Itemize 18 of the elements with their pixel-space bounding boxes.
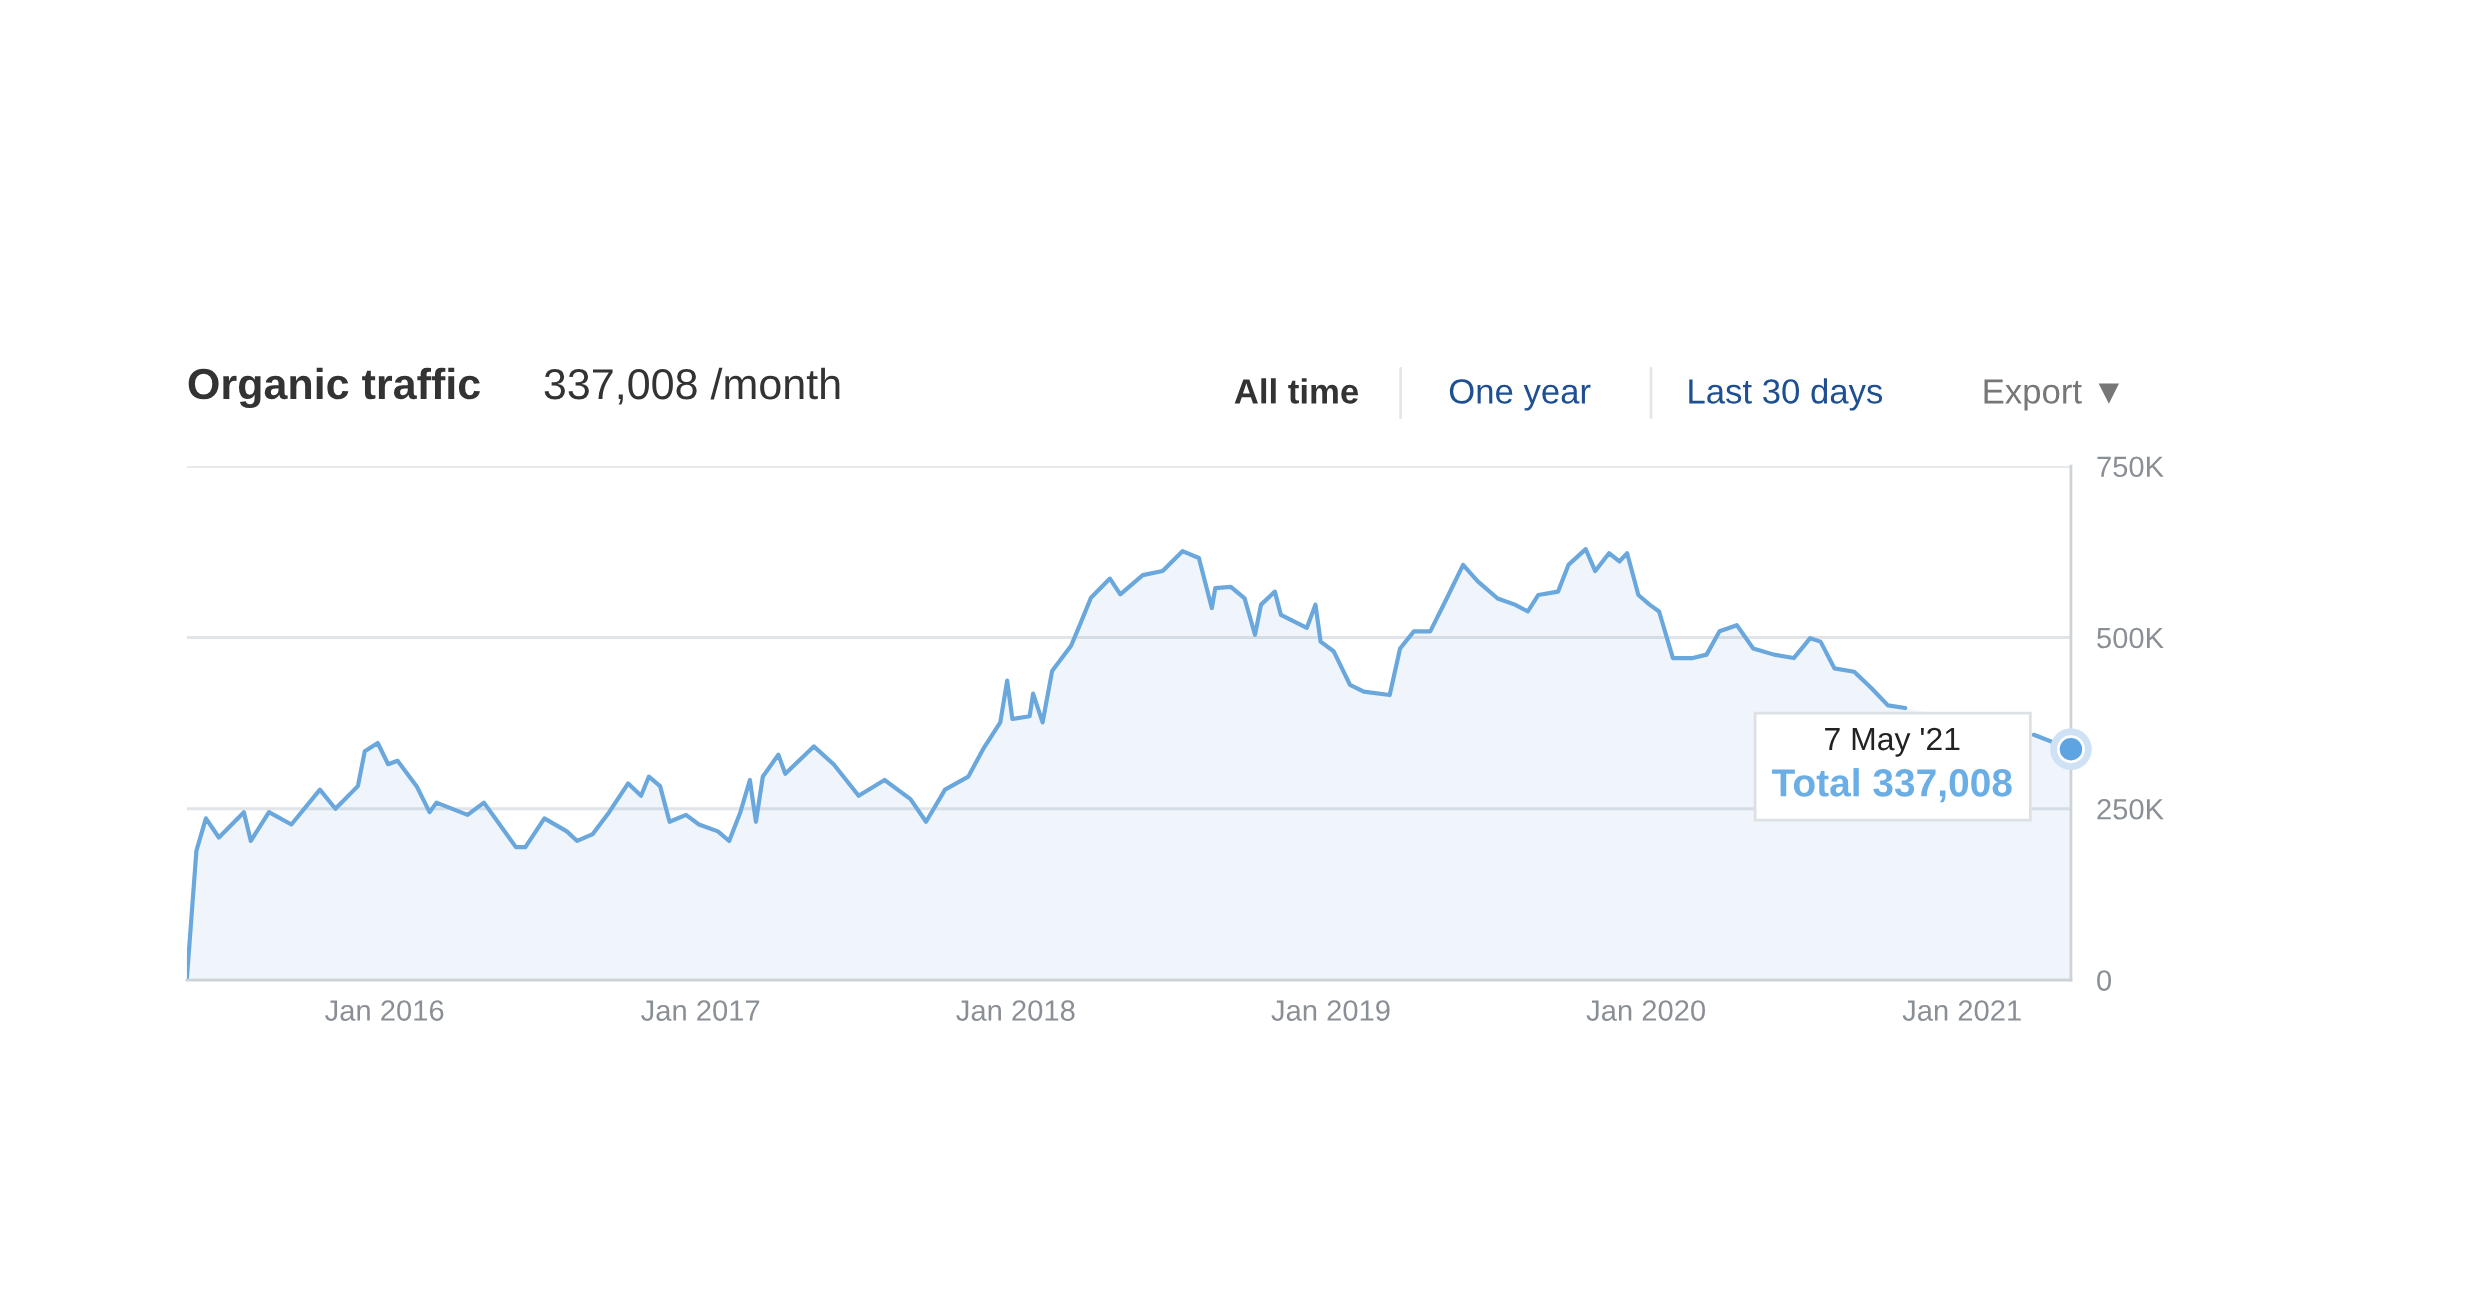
text: One year [1449, 379, 1591, 411]
x-tick-label: Jan 2017 [641, 1000, 760, 1021]
text: Export ▼ [1984, 379, 2119, 411]
text: Last 30 days [1689, 378, 1883, 411]
y-tick-label: 250K [2097, 798, 2164, 820]
x-tick-label: Jan 2021 [1902, 1000, 2021, 1021]
x-tick-label: Jan 2019 [1271, 1000, 1390, 1021]
chart-subtitle: 337,008 /month [544, 367, 840, 405]
annotation: 7 May '21 [1825, 727, 1960, 757]
annotation: Total 337,008 [1771, 768, 2012, 803]
y-tick-label: 750K [2097, 456, 2164, 478]
y-tick-label: 500K [2097, 627, 2164, 649]
chart-title: Organic traffic [188, 367, 480, 409]
y-tick-label: 0 [2097, 970, 2112, 991]
text: All time [1234, 378, 1359, 404]
x-tick-label: Jan 2016 [325, 1000, 444, 1021]
x-tick-label: Jan 2020 [1586, 1000, 1706, 1021]
x-tick-label: Jan 2018 [956, 1000, 1075, 1021]
